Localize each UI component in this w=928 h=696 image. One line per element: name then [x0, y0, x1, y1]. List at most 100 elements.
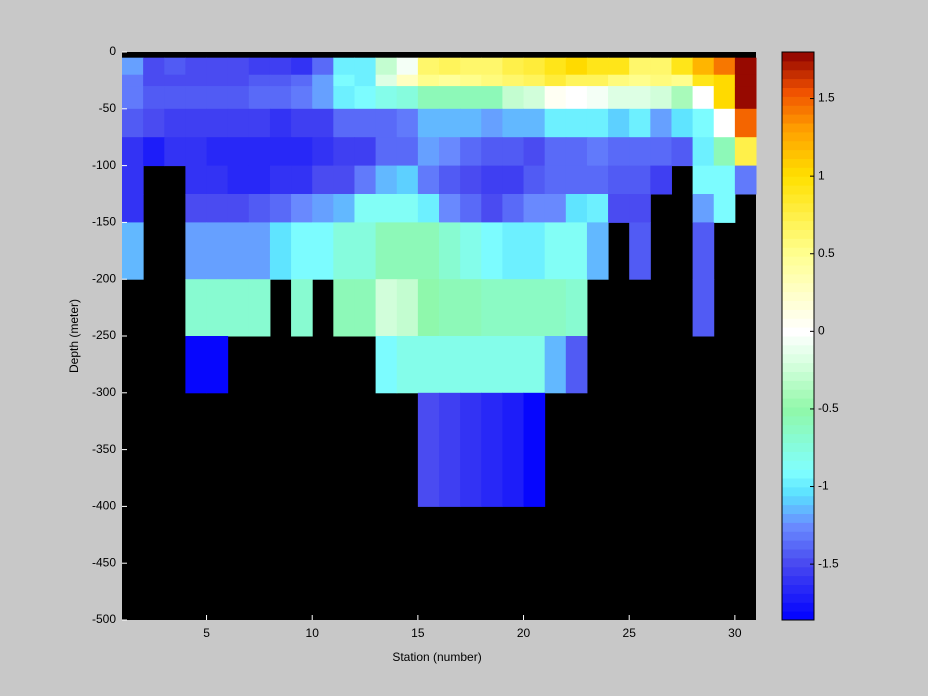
heatmap-cell	[227, 279, 250, 337]
heatmap-cell	[417, 336, 440, 394]
colorbar-band	[782, 495, 814, 506]
heatmap-cell	[396, 194, 419, 223]
heatmap-cell	[439, 392, 461, 507]
heatmap-cell	[544, 279, 567, 337]
heatmap-cell	[354, 57, 377, 76]
heatmap-cell	[502, 74, 525, 87]
heatmap-cell	[417, 165, 440, 195]
heatmap-cell	[608, 57, 630, 76]
heatmap-cell	[523, 57, 546, 76]
colorbar-band	[782, 96, 814, 106]
heatmap-cell	[544, 108, 567, 138]
heatmap-cell	[650, 86, 672, 110]
y-tick-label: -100	[92, 158, 116, 172]
heatmap-cell	[523, 74, 546, 87]
y-axis-label: Depth (meter)	[67, 299, 81, 373]
heatmap-cell	[206, 222, 229, 280]
colorbar-band	[782, 78, 814, 88]
colorbar-tick-label: -1.5	[818, 556, 839, 570]
heatmap-cell	[502, 222, 525, 280]
heatmap-cell	[185, 222, 208, 280]
colorbar-band	[782, 451, 814, 461]
heatmap-cell	[143, 137, 165, 167]
heatmap-cell	[586, 222, 609, 280]
heatmap-cell	[692, 137, 715, 167]
heatmap-cell	[291, 165, 313, 195]
x-tick-label: 25	[623, 626, 637, 640]
heatmap-cell	[734, 57, 757, 76]
heatmap-cell	[417, 137, 440, 167]
heatmap-cell	[544, 57, 567, 76]
heatmap-cell	[227, 222, 250, 280]
heatmap-cell	[206, 194, 229, 223]
heatmap-cell	[312, 165, 334, 195]
heatmap-cell	[713, 57, 736, 76]
heatmap-cell	[396, 74, 419, 87]
heatmap-cell	[333, 165, 355, 195]
colorbar-band	[782, 504, 814, 514]
heatmap-cell	[460, 57, 482, 76]
colorbar-band	[782, 389, 814, 399]
heatmap-cell	[206, 57, 229, 76]
heatmap-cell	[629, 86, 651, 110]
heatmap-cell	[227, 108, 250, 138]
colorbar-band	[782, 398, 814, 408]
heatmap-cell	[713, 165, 736, 195]
heatmap-cell	[586, 57, 609, 76]
colorbar-band	[782, 522, 814, 532]
heatmap-cell	[164, 108, 186, 138]
heatmap-cell	[375, 222, 398, 280]
heatmap-cell	[269, 137, 292, 167]
colorbar-band	[782, 176, 814, 186]
heatmap-cell	[291, 108, 313, 138]
colorbar-band	[782, 327, 814, 337]
heatmap-cell	[502, 392, 525, 507]
heatmap-cell	[354, 165, 377, 195]
colorbar-band	[782, 344, 814, 355]
colorbar-tick-label: 1.5	[818, 91, 835, 105]
colorbar-tick-label: -1	[818, 479, 829, 493]
x-tick-label: 30	[728, 626, 742, 640]
heatmap-cell	[375, 137, 398, 167]
heatmap-cell	[375, 279, 398, 337]
colorbar-band	[782, 123, 814, 133]
colorbar-band	[782, 265, 814, 275]
colorbar-band	[782, 566, 814, 577]
heatmap-cell	[671, 137, 694, 167]
heatmap-cell	[523, 86, 546, 110]
colorbar-band	[782, 575, 814, 585]
heatmap-cell	[629, 108, 651, 138]
colorbar-band	[782, 478, 814, 488]
colorbar-band	[782, 60, 814, 71]
heatmap-cell	[312, 86, 334, 110]
heatmap-cell	[396, 57, 419, 76]
colorbar-band	[782, 185, 814, 195]
heatmap-cell	[650, 108, 672, 138]
colorbar-band	[782, 256, 814, 266]
x-tick-label: 20	[517, 626, 531, 640]
heatmap-cell	[586, 108, 609, 138]
heatmap-cell	[692, 57, 715, 76]
heatmap-cell	[185, 279, 208, 337]
heatmap-cell	[185, 108, 208, 138]
colorbar-band	[782, 69, 814, 80]
heatmap-cell	[396, 86, 419, 110]
heatmap-cell	[629, 222, 651, 280]
heatmap-cell	[502, 279, 525, 337]
heatmap-cell	[248, 86, 271, 110]
heatmap-cell	[164, 137, 186, 167]
heatmap-cell	[375, 194, 398, 223]
heatmap-cell	[312, 108, 334, 138]
heatmap-cell	[143, 86, 165, 110]
heatmap-cell	[354, 137, 377, 167]
y-tick-label: -350	[92, 442, 116, 456]
heatmap-cell	[206, 336, 229, 394]
heatmap-cell	[354, 279, 377, 337]
colorbar-band	[782, 131, 814, 142]
heatmap-cell	[502, 108, 525, 138]
heatmap-cell	[375, 57, 398, 76]
heatmap-cell	[248, 74, 271, 87]
colorbar-band	[782, 87, 814, 97]
heatmap-cell	[460, 392, 482, 507]
heatmap-cell	[460, 336, 482, 394]
